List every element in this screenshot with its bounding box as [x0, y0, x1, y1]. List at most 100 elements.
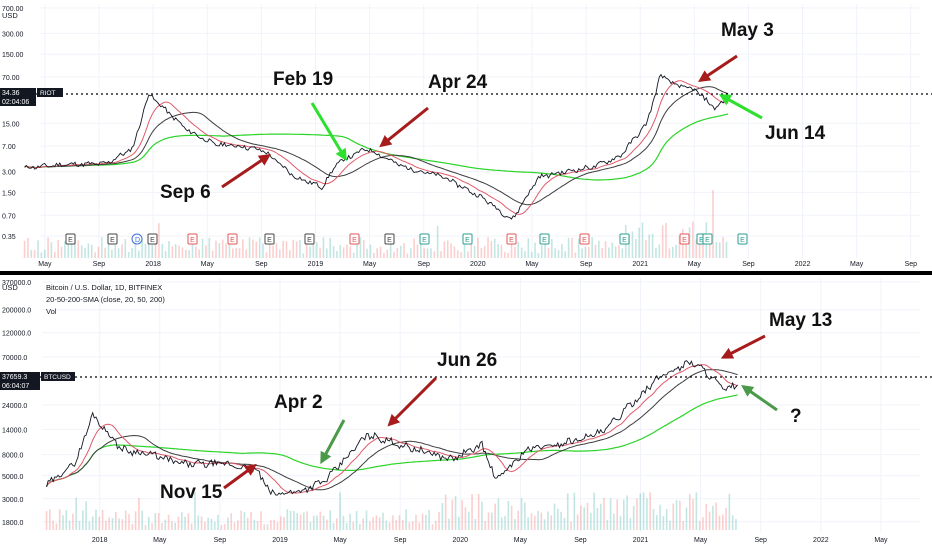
earnings-marker[interactable]: E [65, 233, 76, 245]
earnings-marker[interactable]: E [619, 233, 630, 245]
earnings-marker[interactable]: E [579, 233, 590, 245]
riot-volume-bar [356, 240, 358, 258]
riot-volume-bar [715, 241, 718, 258]
riot-volume-bar [389, 237, 392, 258]
earnings-marker[interactable]: D [131, 233, 143, 245]
btc-sma50-line[interactable] [46, 369, 738, 491]
btc-volume-bar [570, 521, 572, 530]
earnings-marker[interactable]: E [147, 233, 158, 245]
earnings-marker[interactable]: E [107, 233, 118, 245]
riot-volume-bar [262, 243, 264, 258]
riot-sma50[interactable] [24, 86, 729, 206]
btc-sma200-line[interactable] [45, 394, 738, 487]
riot-volume-bar [54, 251, 56, 258]
btc-volume-bar [114, 512, 117, 530]
btc-volume-bar [220, 525, 223, 530]
btc-volume-bar [705, 503, 708, 530]
riot-volume-bar [584, 246, 587, 258]
btc-volume-bar [563, 517, 566, 530]
riot-sma50-line[interactable] [24, 86, 729, 206]
btc-volume-bar [405, 509, 407, 530]
riot-price-tick: 7.00 [2, 144, 16, 151]
btc-price-axis[interactable]: 370000.0 200000.0 120000.0 70000.0 24000.0 14… [2, 280, 31, 527]
riot-volume-bar [181, 247, 184, 258]
riot-volume-bar [634, 238, 637, 258]
btc-volume-bar [718, 515, 721, 530]
btc-time-tick: 2022 [813, 537, 829, 544]
riot-volume-bars[interactable] [23, 190, 728, 258]
riot-volume-bar [493, 238, 496, 258]
earnings-marker[interactable]: E [227, 233, 238, 245]
btc-volume-bar [395, 520, 397, 530]
btc-price-line[interactable] [46, 360, 738, 496]
riot-price-line[interactable] [24, 73, 729, 220]
riot-volume-bar [198, 249, 201, 258]
arrow-nov-15 [223, 463, 257, 490]
earnings-marker[interactable]: E [737, 233, 748, 245]
riot-time-tick: 2018 [145, 261, 161, 268]
riot-time-tick: Sep [417, 261, 430, 268]
btc-volume-bar [613, 513, 615, 530]
riot-volume-bar [608, 247, 610, 258]
btc-volume-bar [161, 523, 163, 530]
earnings-marker-label: E [740, 237, 745, 244]
btc-sma200[interactable] [45, 394, 738, 487]
riot-volume-bar [409, 248, 412, 258]
riot-volume-bar [225, 243, 227, 258]
earnings-marker[interactable]: E [264, 233, 275, 245]
riot-sma20-line[interactable] [24, 80, 729, 215]
riot-volume-bar [60, 246, 63, 258]
earnings-marker[interactable]: E [349, 233, 360, 245]
btc-volume-bar [382, 512, 384, 530]
earnings-marker[interactable]: E [539, 233, 550, 245]
btc-volume-bars[interactable] [45, 492, 737, 530]
btc-volume-bar [207, 517, 209, 530]
riot-time-axis[interactable]: May Sep 2018 May Sep 2019 May Sep 2020 May Sep 2021… [38, 261, 917, 268]
riot-time-tick: Sep [93, 261, 106, 268]
riot-price-axis[interactable]: 700.00 300.00 150.00 70.00 15.00 7.00 3.00 1.50… [2, 6, 24, 241]
riot-volume-bar [282, 240, 284, 258]
btc-volume-bar [85, 501, 87, 530]
riot-price[interactable] [24, 73, 729, 220]
riot-volume-bar [231, 248, 234, 258]
btc-price[interactable] [46, 360, 738, 496]
riot-volume-bar [540, 245, 543, 258]
btc-volume-bar [639, 493, 642, 530]
earnings-marker[interactable]: E [462, 233, 473, 245]
annotation-jun-26: Jun 26 [437, 350, 497, 371]
btc-sma50[interactable] [46, 369, 738, 491]
btc-volume-bar [626, 495, 628, 530]
btc-sma20-line[interactable] [46, 364, 738, 494]
btc-volume-bar [388, 522, 391, 530]
btc-volume-bar [448, 518, 450, 530]
btc-volume-bar [250, 511, 252, 530]
earnings-marker[interactable]: E [506, 233, 517, 245]
riot-volume-bar [376, 248, 379, 258]
btc-volume-bar [655, 515, 658, 530]
riot-sma20[interactable] [24, 80, 729, 215]
earnings-marker[interactable]: E [384, 233, 395, 245]
riot-volume-bar [242, 239, 244, 258]
btc-price-tick: 120000.0 [2, 331, 31, 338]
earnings-marker[interactable]: E [702, 233, 713, 245]
btc-volume-bar [230, 513, 233, 530]
riot-volume-bar [346, 244, 348, 258]
btc-volume-bar [190, 523, 193, 530]
btc-volume-bar [372, 517, 374, 530]
btc-time-tick: Sep [755, 537, 768, 544]
btc-volume-bar [679, 500, 681, 530]
earnings-marker[interactable]: E [304, 233, 315, 245]
btc-volume-bar [299, 514, 302, 530]
riot-volume-bar [698, 241, 701, 258]
riot-volume-bar [621, 248, 624, 258]
earnings-marker[interactable]: E [419, 233, 430, 245]
btc-time-axis[interactable]: 2018 May Sep 2019 May Sep 2020 May Sep 2021 May Sep… [92, 537, 888, 544]
riot-volume-bar [87, 243, 90, 258]
btc-volume-bar [408, 522, 411, 530]
earnings-marker-label: E [387, 237, 392, 244]
earnings-marker[interactable]: E [187, 233, 198, 245]
btc-sma20[interactable] [46, 364, 738, 494]
riot-volume-bar [268, 243, 271, 258]
earnings-marker[interactable]: E [679, 233, 690, 245]
